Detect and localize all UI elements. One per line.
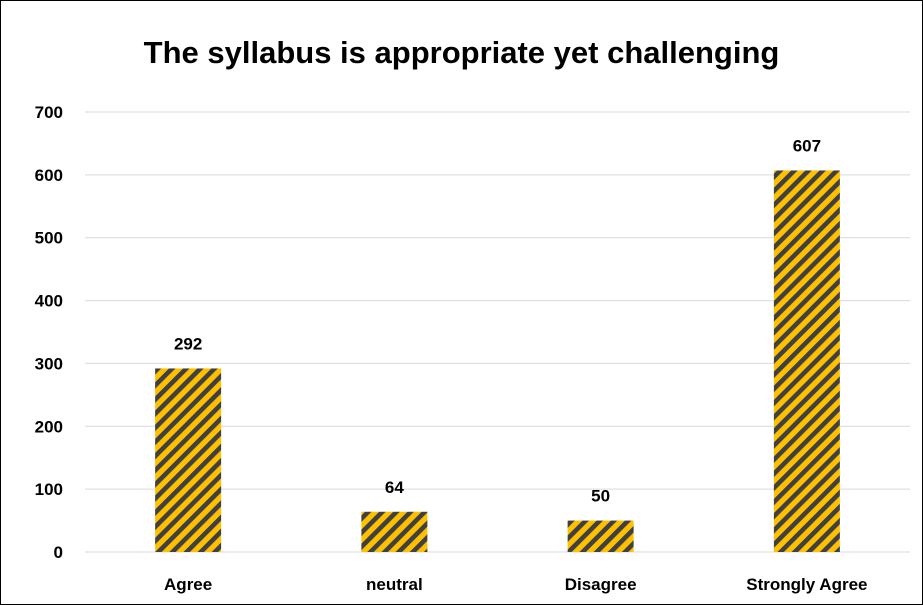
x-tick-label: neutral (366, 575, 423, 594)
bars (155, 170, 840, 552)
data-label: 50 (591, 487, 610, 506)
chart-title: The syllabus is appropriate yet challeng… (143, 35, 780, 70)
data-labels: 292 64 50 607 (174, 136, 821, 505)
y-tick-label: 100 (35, 480, 63, 499)
bar-neutral (361, 511, 428, 552)
y-tick-label: 0 (54, 543, 63, 562)
bar-agree (155, 368, 222, 552)
y-axis: 0 100 200 300 400 500 600 700 (35, 103, 63, 562)
y-tick-label: 600 (35, 166, 63, 185)
y-tick-label: 200 (35, 417, 63, 436)
gridlines (85, 111, 910, 553)
bar-strongly-agree (773, 170, 840, 552)
data-label: 64 (385, 478, 404, 497)
data-label: 292 (174, 334, 202, 353)
x-axis: Agree neutral Disagree Strongly Agree (164, 575, 867, 594)
y-tick-label: 400 (35, 292, 63, 311)
data-label: 607 (793, 136, 821, 155)
y-tick-label: 300 (35, 354, 63, 373)
y-tick-label: 500 (35, 229, 63, 248)
x-tick-label: Strongly Agree (746, 575, 867, 594)
y-tick-label: 700 (35, 103, 63, 122)
x-tick-label: Agree (164, 575, 212, 594)
bar-disagree (567, 520, 634, 552)
x-tick-label: Disagree (565, 575, 637, 594)
